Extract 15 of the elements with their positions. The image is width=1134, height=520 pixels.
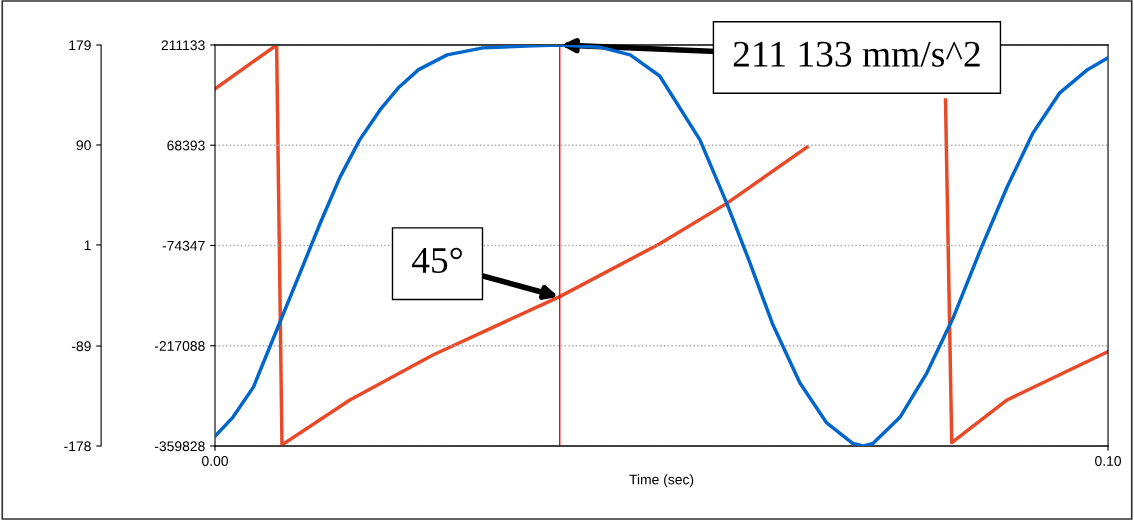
y2-tick-label: 1 (84, 240, 91, 250)
y-tick-label: -74347 (162, 240, 205, 251)
y-tick-label: 211133 (161, 40, 205, 51)
y2-tick-label: 90 (76, 140, 91, 151)
x-tick-label: 0.10 (1095, 456, 1122, 466)
y-tick-label: 68393 (167, 140, 205, 151)
y2-tick-label: 179 (69, 40, 91, 51)
x-tick-label: 0.00 (202, 456, 228, 466)
y2-tick-label: -89 (71, 341, 91, 352)
y-tick-label: -359828 (154, 441, 205, 452)
annotation: 45° (411, 247, 462, 274)
y-tick-label: -217088 (154, 341, 205, 351)
x-axis-title: Time (sec) (629, 474, 694, 488)
y2-tick-label: -178 (64, 441, 91, 452)
annotation: 211 133 mm/s^2 (733, 41, 980, 67)
